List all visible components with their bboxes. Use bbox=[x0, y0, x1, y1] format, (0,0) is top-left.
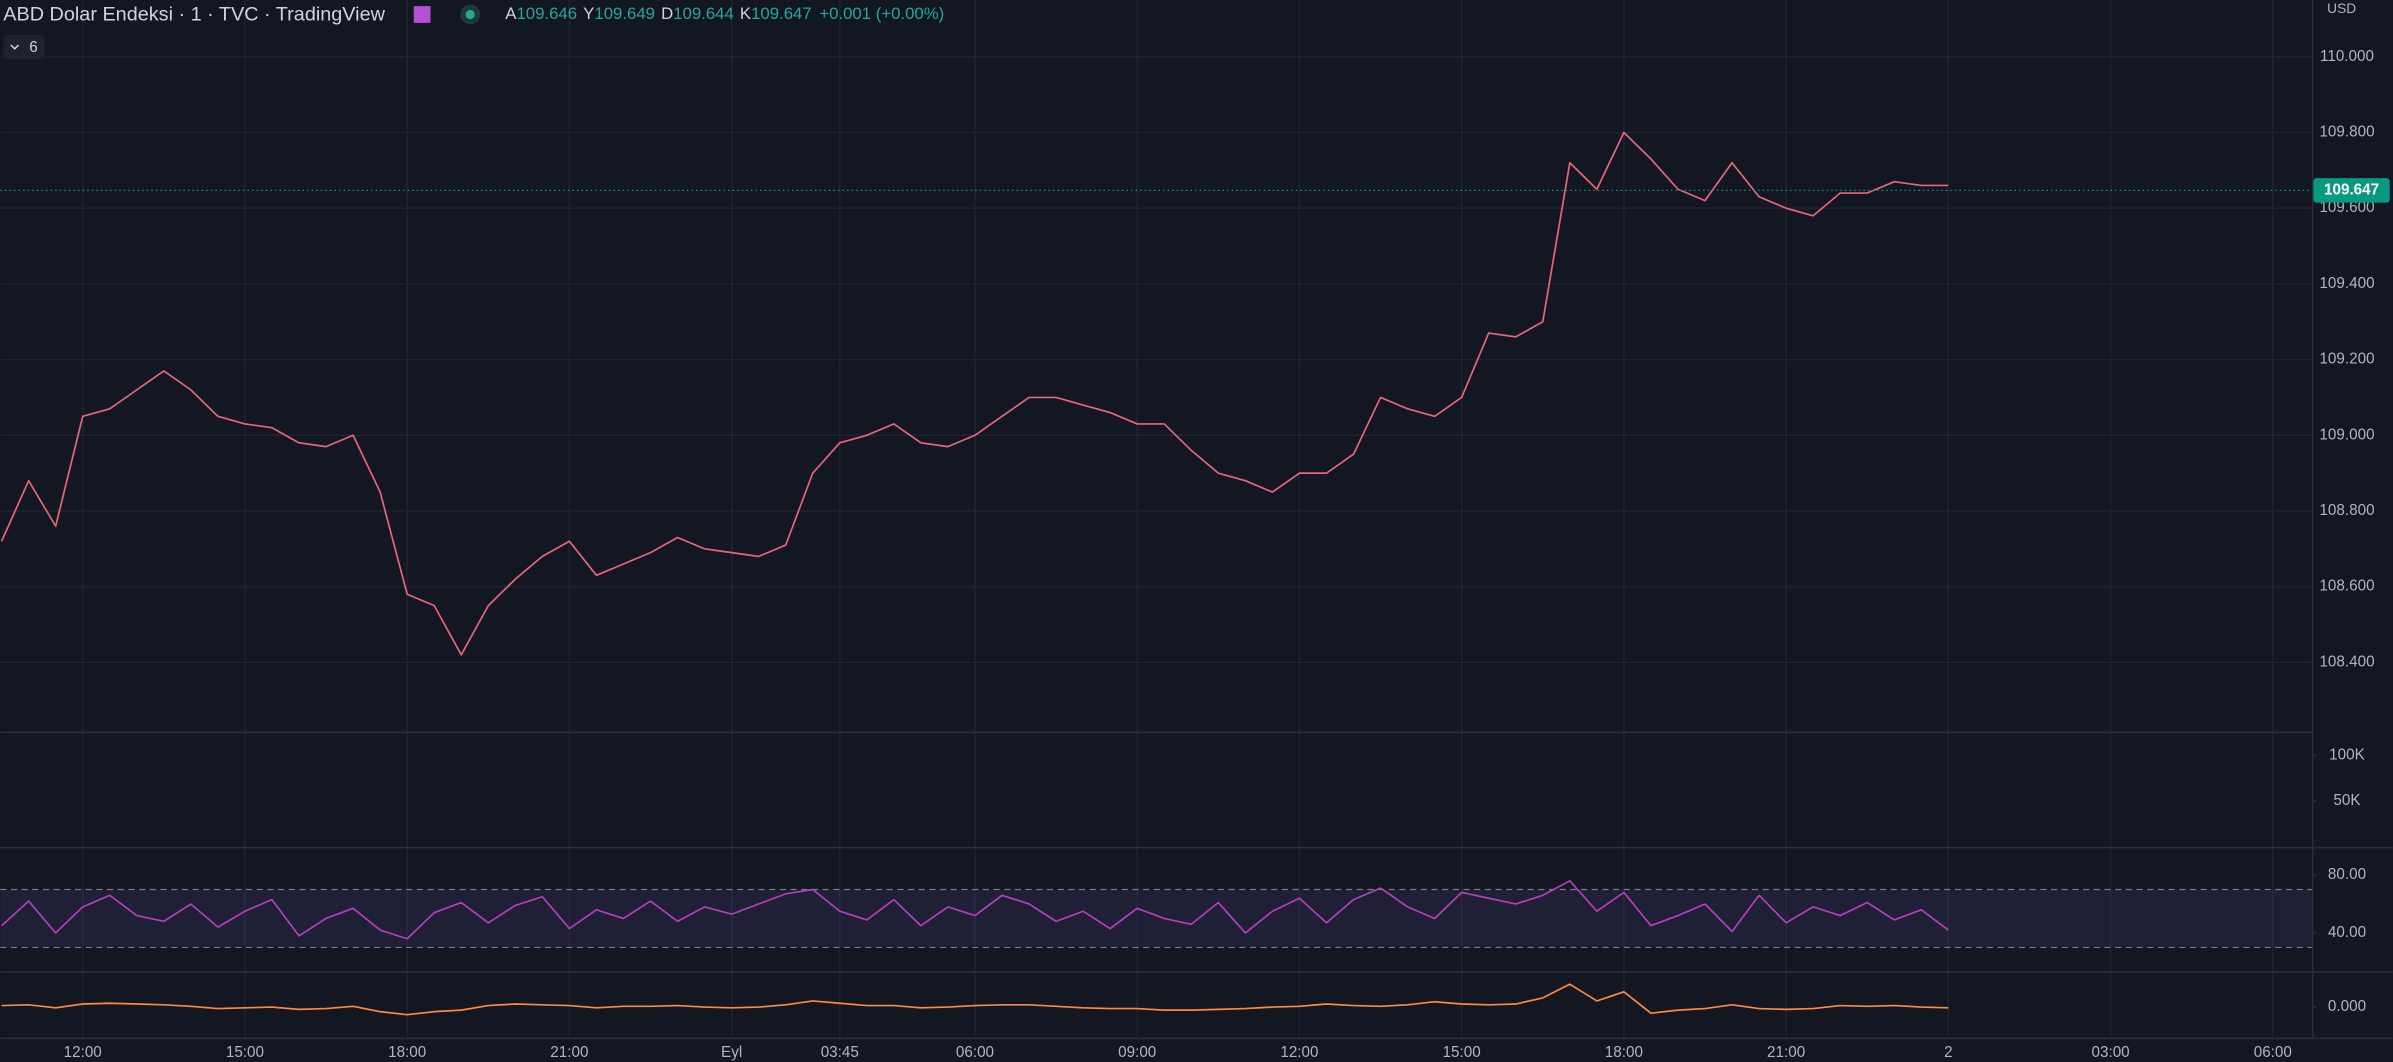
last-price-tag bbox=[2313, 178, 2390, 203]
y-tick-label: 50K bbox=[2333, 792, 2360, 809]
y-tick-label: 100K bbox=[2329, 746, 2365, 763]
x-tick-label: 21:00 bbox=[550, 1044, 588, 1061]
rsi-band bbox=[0, 889, 2312, 948]
x-tick-label: 15:00 bbox=[226, 1044, 264, 1061]
x-tick-label: Eyl bbox=[721, 1044, 742, 1061]
x-tick-label: 15:00 bbox=[1443, 1044, 1481, 1061]
ohlc-key: K bbox=[740, 5, 751, 24]
y-tick-label: 80.00 bbox=[2328, 866, 2366, 883]
x-tick-label: 18:00 bbox=[1605, 1044, 1643, 1061]
y-tick-label: 109.800 bbox=[2319, 124, 2374, 141]
x-tick-label: 2 bbox=[1944, 1044, 1952, 1061]
y-tick-label: 109.400 bbox=[2319, 275, 2374, 292]
series-line bbox=[1, 879, 1949, 940]
x-tick-label: 12:00 bbox=[1280, 1044, 1318, 1061]
flag-icon[interactable] bbox=[413, 6, 431, 23]
y-tick-label: 109.000 bbox=[2319, 426, 2374, 443]
currency[interactable]: USD bbox=[2327, 1, 2356, 16]
x-tick-label: 21:00 bbox=[1767, 1044, 1805, 1061]
ohlc-values: A109.646 Y109.649 D109.644 K109.647 +0.001 (… bbox=[505, 5, 944, 24]
plot bbox=[0, 131, 2312, 1016]
x-tick-label: 12:00 bbox=[64, 1044, 102, 1061]
y-tick-label: 109.200 bbox=[2319, 351, 2374, 368]
y-tick-label: 110.000 bbox=[2320, 48, 2374, 65]
y-tick-label: 108.600 bbox=[2319, 578, 2374, 595]
legend-toggle[interactable] bbox=[3, 35, 45, 60]
ohlc-key: A bbox=[505, 5, 517, 24]
legend-count[interactable]: 6 bbox=[29, 39, 37, 56]
x-tick-label: 18:00 bbox=[388, 1044, 426, 1061]
chevron bbox=[10, 44, 20, 50]
series-line bbox=[0, 131, 1949, 656]
ohlc-value: 109.646 bbox=[516, 5, 577, 24]
ohlc-value: 109.647 bbox=[751, 5, 812, 24]
x-tick-label: 06:00 bbox=[2254, 1044, 2292, 1061]
x-tick-label: 06:00 bbox=[956, 1044, 994, 1061]
grid bbox=[0, 0, 2312, 1038]
y-tick-label: 109.600 bbox=[2319, 199, 2374, 216]
series-line bbox=[1, 983, 1949, 1016]
change: +0.001 (+0.00%) bbox=[819, 5, 944, 24]
x-tick-label: 03:45 bbox=[821, 1044, 859, 1061]
x-tick-label: 09:00 bbox=[1118, 1044, 1156, 1061]
ohlc-key: Y bbox=[583, 5, 594, 24]
ohlc-key: D bbox=[661, 5, 673, 24]
y-tick-label: 108.400 bbox=[2319, 653, 2374, 670]
ohlc-value: 109.649 bbox=[594, 5, 655, 24]
y-tick-label: 0.000 bbox=[2328, 998, 2366, 1015]
y-tick-label: 40.00 bbox=[2328, 924, 2366, 941]
axes: 12:00 15:00 18:00 21:00 Eyl 03:45 06:00 09:00 12… bbox=[64, 48, 2390, 1061]
last-price-label: 109.647 bbox=[2324, 181, 2379, 198]
x-tick-label: 03:00 bbox=[2091, 1044, 2129, 1061]
symbol-title[interactable]: ABD Dolar Endeksi · 1 · TVC · TradingVie… bbox=[3, 3, 385, 25]
ohlc-value: 109.644 bbox=[673, 5, 734, 24]
market-status[interactable] bbox=[465, 9, 475, 20]
y-tick-label: 108.800 bbox=[2319, 502, 2374, 519]
